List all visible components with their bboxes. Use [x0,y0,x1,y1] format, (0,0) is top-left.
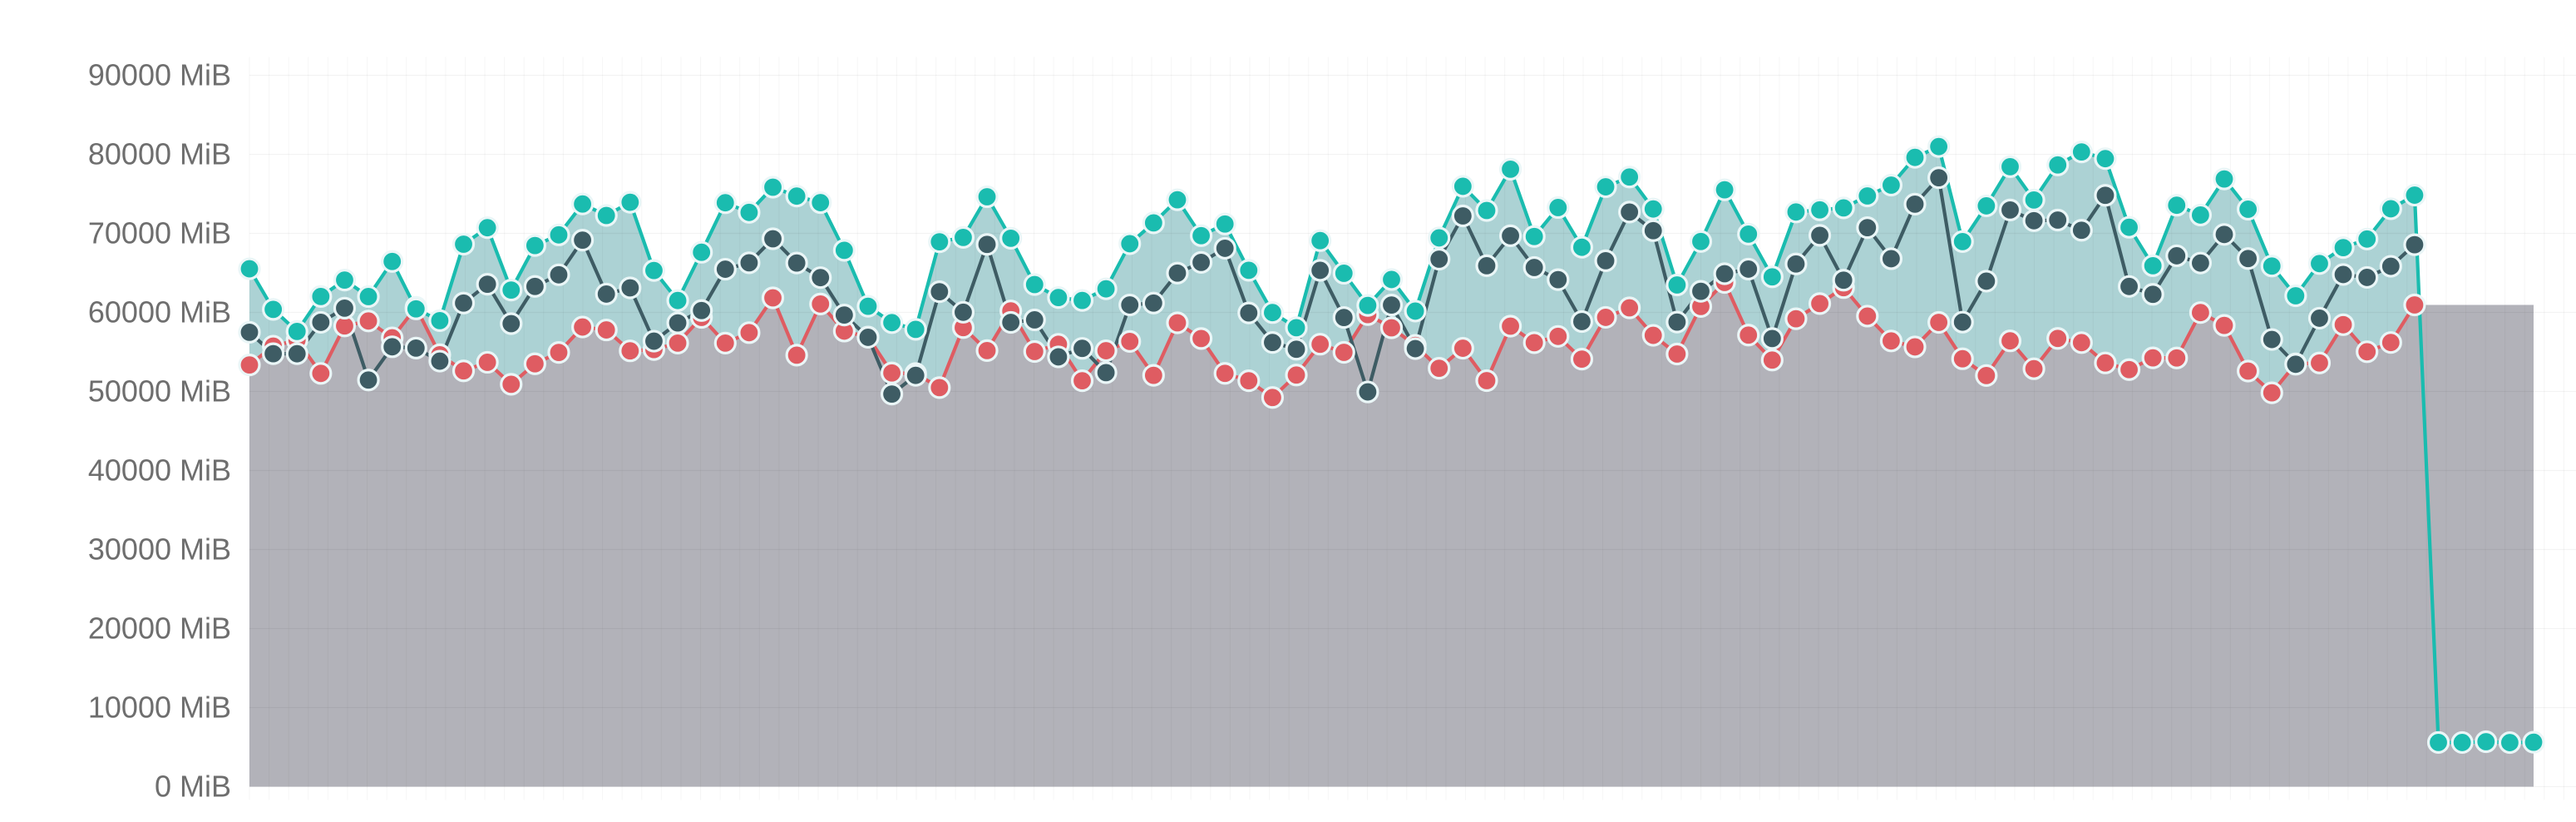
svg-text:90000 MiB: 90000 MiB [88,58,231,92]
svg-text:30000 MiB: 30000 MiB [88,532,231,567]
svg-text:70000 MiB: 70000 MiB [88,216,231,250]
svg-text:80000 MiB: 80000 MiB [88,137,231,171]
svg-text:60000 MiB: 60000 MiB [88,295,231,329]
svg-text:0 MiB: 0 MiB [155,770,231,804]
svg-text:20000 MiB: 20000 MiB [88,612,231,646]
svg-text:40000 MiB: 40000 MiB [88,453,231,488]
svg-text:50000 MiB: 50000 MiB [88,374,231,409]
svg-text:10000 MiB: 10000 MiB [88,691,231,725]
